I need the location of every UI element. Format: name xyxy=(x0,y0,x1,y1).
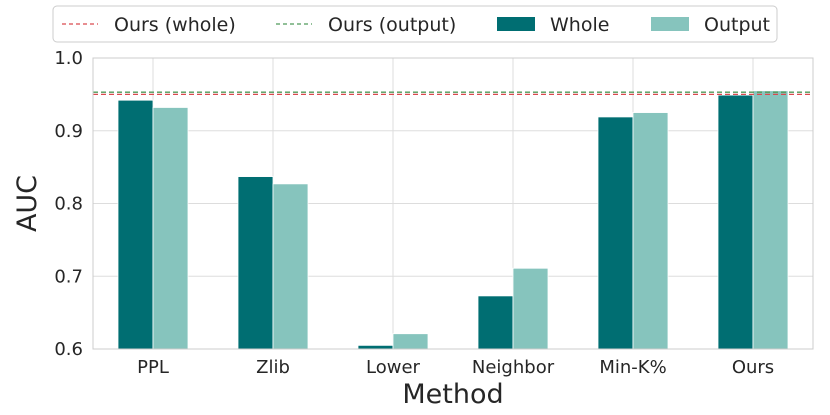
x-tick-label-5: Ours xyxy=(732,357,774,378)
bar-output-0 xyxy=(152,107,189,350)
plot-frame xyxy=(92,57,814,350)
y-tick-label-4: 1.0 xyxy=(54,48,83,69)
x-tick-labels: PPL Zlib Lower Neighbor Min-K% Ours xyxy=(137,357,774,378)
grid-lines xyxy=(93,57,813,350)
bar-whole-3 xyxy=(477,295,514,350)
bar-whole-1 xyxy=(237,176,274,350)
legend-label-1: Ours (output) xyxy=(328,14,456,36)
y-tick-label-3: 0.9 xyxy=(54,121,83,142)
reference-lines xyxy=(93,91,813,96)
x-tick-label-0: PPL xyxy=(137,357,169,378)
legend-label-3: Output xyxy=(704,14,770,36)
bars xyxy=(117,90,789,350)
legend-swatch-2 xyxy=(497,17,535,31)
x-axis-label: Method xyxy=(402,379,503,410)
legend-label-0: Ours (whole) xyxy=(114,14,236,36)
legend-label-2: Whole xyxy=(550,14,609,36)
legend-box xyxy=(52,5,778,43)
legend-swatch-3 xyxy=(651,17,689,31)
bar-output-4 xyxy=(632,112,669,350)
bar-whole-4 xyxy=(597,116,634,350)
bar-whole-5 xyxy=(717,94,754,350)
bar-output-2 xyxy=(392,333,429,350)
bar-output-3 xyxy=(512,267,549,350)
bar-output-5 xyxy=(752,90,789,350)
y-tick-labels: 0.6 0.7 0.8 0.9 1.0 xyxy=(54,48,83,360)
bar-whole-0 xyxy=(117,99,154,350)
y-tick-label-1: 0.7 xyxy=(54,266,83,287)
bar-whole-2 xyxy=(357,344,394,350)
y-tick-label-0: 0.6 xyxy=(54,339,83,360)
y-tick-label-2: 0.8 xyxy=(54,194,83,215)
x-tick-label-1: Zlib xyxy=(256,357,290,378)
x-tick-label-2: Lower xyxy=(366,357,421,378)
bar-output-1 xyxy=(272,183,309,350)
legend: Ours (whole) Ours (output) Whole Output xyxy=(52,5,778,43)
x-tick-label-3: Neighbor xyxy=(472,357,555,378)
y-axis-label: AUC xyxy=(12,175,43,232)
x-tick-label-4: Min-K% xyxy=(599,357,666,378)
